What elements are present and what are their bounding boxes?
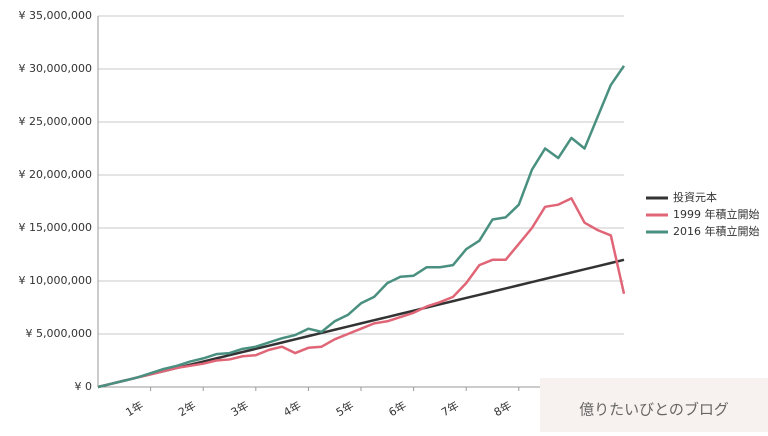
y-tick-label: ¥ 25,000,000 <box>19 115 92 128</box>
legend-label: 1999 年積立開始 <box>673 207 760 221</box>
series-line <box>97 197 626 389</box>
x-tick-label: 2年 <box>176 398 199 419</box>
y-tick-label: ¥ 20,000,000 <box>19 168 92 181</box>
legend-label: 2016 年積立開始 <box>673 224 760 238</box>
y-tick-label: ¥ 0 <box>75 380 93 393</box>
y-tick-label: ¥ 30,000,000 <box>19 62 92 75</box>
series-line <box>97 65 626 389</box>
y-tick-label: ¥ 15,000,000 <box>19 221 92 234</box>
y-tick-label: ¥ 10,000,000 <box>19 274 92 287</box>
legend-label: 投資元本 <box>673 190 717 204</box>
x-tick-label: 5年 <box>333 398 356 419</box>
y-tick-label: ¥ 5,000,000 <box>26 327 92 340</box>
x-tick-label: 4年 <box>281 398 304 419</box>
watermark-box <box>540 378 768 432</box>
x-tick-label: 7年 <box>439 398 462 419</box>
y-tick-label: ¥ 35,000,000 <box>19 9 92 22</box>
watermark: 億りたいびとのブログ <box>579 401 729 419</box>
x-tick-label: 3年 <box>228 398 251 419</box>
x-tick-label: 8年 <box>491 398 514 419</box>
x-tick-label: 6年 <box>386 398 409 419</box>
x-tick-label: 1年 <box>123 398 146 419</box>
